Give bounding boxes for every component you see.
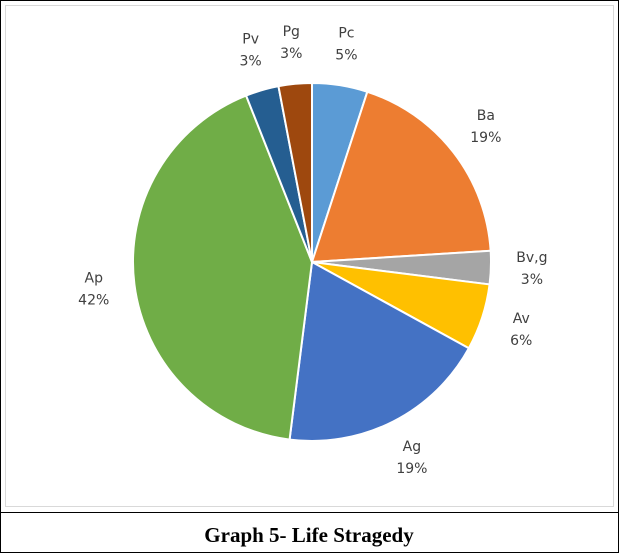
pie-slice — [288, 260, 471, 442]
slice-label-value: 19% — [470, 130, 501, 146]
slice-label-name: Ag — [403, 439, 421, 455]
slice-label-name: Pc — [338, 26, 354, 42]
slice-label-name: Bv,g — [516, 250, 547, 266]
slice-label-value: 6% — [510, 333, 532, 349]
slice-label-value: 19% — [396, 461, 427, 477]
slice-label-value: 5% — [335, 48, 357, 64]
pie-slice — [277, 81, 313, 263]
slice-label-name: Ap — [85, 271, 104, 287]
slice-label-name: Pv — [242, 32, 259, 48]
slice-label-name: Ba — [477, 108, 495, 124]
slice-label-name: Av — [513, 311, 530, 327]
slice-label-value: 3% — [240, 54, 262, 70]
pie-slice — [132, 94, 314, 441]
pie-slice — [310, 90, 492, 264]
caption: Graph 5- Life Stragedy — [204, 523, 414, 547]
slice-label-name: Pg — [283, 24, 300, 40]
slice-label-value: 42% — [78, 293, 109, 309]
slice-label-value: 3% — [521, 272, 543, 288]
slice-label-value: 3% — [280, 46, 302, 62]
